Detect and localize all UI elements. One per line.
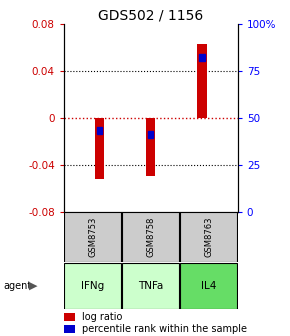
Bar (146, 118, 155, 176)
Bar (97, 127, 102, 134)
Bar (122, 262, 179, 309)
Text: IL4: IL4 (201, 281, 217, 291)
Bar (64, 262, 121, 309)
Text: GSM8753: GSM8753 (88, 217, 97, 257)
Title: GDS502 / 1156: GDS502 / 1156 (98, 8, 203, 23)
Bar (200, 54, 204, 61)
Bar (148, 131, 153, 138)
Bar (180, 212, 237, 261)
Text: GSM8763: GSM8763 (204, 217, 213, 257)
Bar (122, 212, 179, 261)
Text: IFNg: IFNg (81, 281, 104, 291)
Text: ▶: ▶ (29, 281, 37, 291)
Text: agent: agent (3, 281, 31, 291)
Text: GSM8758: GSM8758 (146, 217, 155, 257)
Bar (197, 44, 206, 118)
Bar (95, 118, 104, 179)
Text: TNFa: TNFa (138, 281, 164, 291)
Bar (64, 212, 121, 261)
Text: percentile rank within the sample: percentile rank within the sample (82, 324, 247, 334)
Bar (64, 313, 75, 321)
Bar (180, 262, 237, 309)
Text: log ratio: log ratio (82, 312, 122, 322)
Bar (64, 325, 75, 333)
